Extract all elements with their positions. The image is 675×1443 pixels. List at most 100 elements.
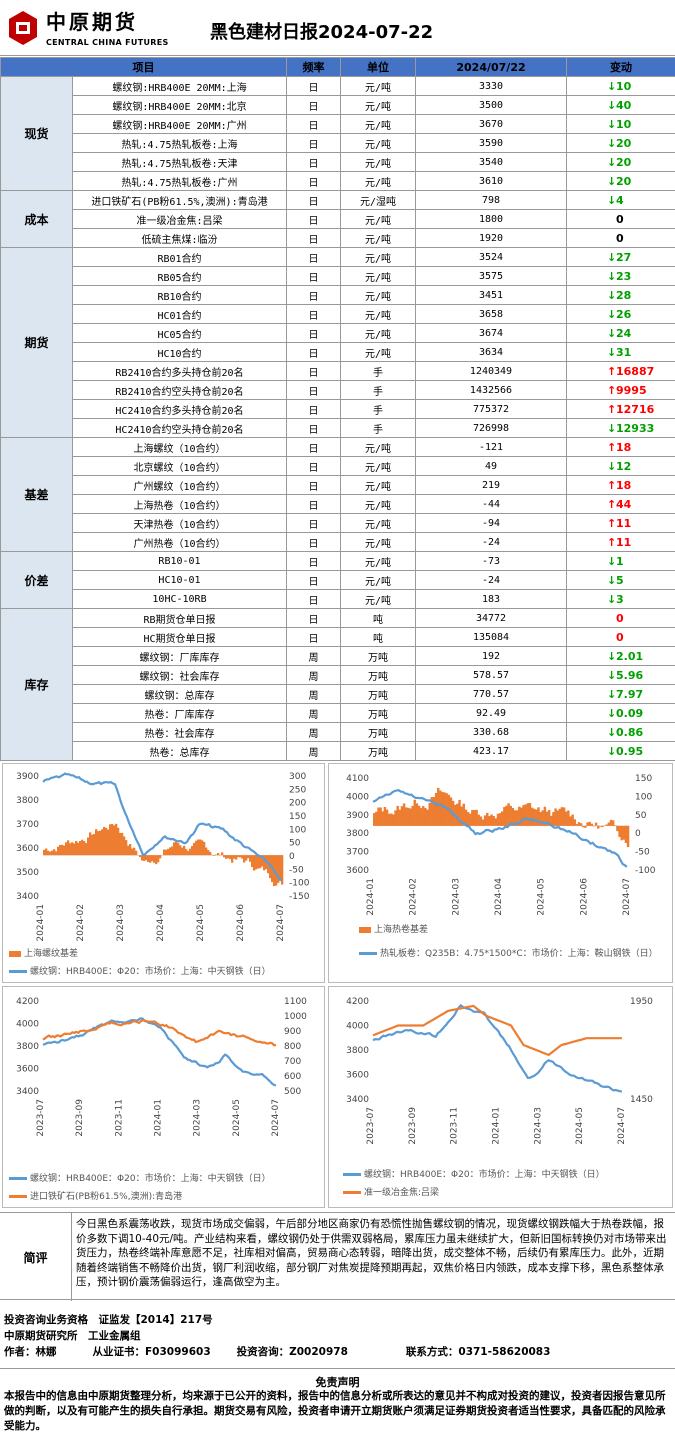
review-text: 今日黑色系震荡收跌，现货市场成交偏弱，午后部分地区商家仍有恐慌性抛售螺纹钢的情况…: [76, 1218, 667, 1288]
basis-bar: [441, 792, 444, 826]
y-tick-label-right: 50: [635, 811, 647, 821]
basis-bar: [579, 823, 583, 826]
basis-bar: [91, 834, 94, 856]
item-cell: HC2410合约多头持仓前20名: [72, 399, 287, 419]
basis-bar: [437, 787, 440, 826]
y-tick-label-left: 3600: [16, 1065, 39, 1075]
table-body: 现货 螺纹钢:HRB400E 20MM:上海日元/吨 3330 ↓10 螺纹钢:HRB4…: [0, 76, 675, 761]
basis-bar: [171, 846, 174, 856]
item-cell: 螺纹钢：社会库存: [72, 665, 287, 685]
unit-cell: 元/吨: [340, 323, 416, 343]
basis-bar: [125, 840, 128, 856]
basis-bar: [63, 845, 66, 856]
value-cell: 726998: [415, 418, 567, 438]
freq-cell: 日: [286, 228, 341, 248]
item-cell: RB2410合约空头持仓前20名: [72, 380, 287, 400]
basis-bar: [55, 851, 58, 856]
change-cell: ↓5.96: [566, 665, 675, 685]
basis-bar: [129, 844, 132, 856]
basis-bar: [434, 792, 438, 826]
basis-bar: [501, 811, 504, 826]
table-row: HC05合约日元/吨 3674 ↓24: [1, 323, 675, 343]
change-cell: ↓1: [566, 551, 675, 571]
y-tick-label-right: 800: [284, 1042, 301, 1052]
change-cell: ↓31: [566, 342, 675, 362]
table-row: HC2410合约空头持仓前20名日手 726998 ↓12933: [1, 418, 675, 438]
basis-bar: [275, 855, 278, 886]
arrow-down-icon: ↓: [607, 326, 617, 340]
y-tick-label-right: 150: [289, 812, 306, 822]
basis-bar: [229, 855, 232, 860]
legend-item: 上海热卷基差: [359, 924, 428, 936]
basis-bar: [396, 805, 399, 826]
freq-cell: 日: [286, 247, 341, 267]
basis-bar: [471, 809, 474, 826]
col-header-date: 2024/07/22: [415, 57, 567, 77]
value-cell: 3634: [415, 342, 567, 362]
basis-bar: [594, 822, 598, 826]
item-cell: 广州螺纹（10合约）: [72, 475, 287, 495]
basis-bar: [554, 808, 557, 826]
basis-bar: [135, 850, 138, 856]
item-cell: 天津热卷（10合约）: [72, 513, 287, 533]
category-cell: 现货: [0, 76, 73, 191]
legend-item: 热轧板卷：Q235B：4.75*1500*C：市场价：上海：鞍山钢铁（日）: [359, 948, 659, 960]
change-value: 31: [616, 345, 632, 359]
item-cell: RB2410合约多头持仓前20名: [72, 361, 287, 381]
unit-cell: 元/吨: [340, 551, 416, 571]
table-row: HC01合约日元/吨 3658 ↓26: [1, 304, 675, 324]
basis-bar: [424, 808, 427, 826]
series-line-1: [42, 772, 282, 882]
freq-cell: 日: [286, 570, 341, 590]
y-tick-label-right: -150: [289, 892, 310, 902]
legend-item: 螺纹钢：HRB400E：Φ20：市场价：上海：中天钢铁（日）: [9, 966, 271, 978]
freq-cell: 日: [286, 456, 341, 476]
basis-bar: [614, 825, 617, 826]
basis-bar: [183, 845, 186, 856]
arrow-up-icon: ↑: [607, 497, 617, 511]
basis-bar: [141, 855, 144, 861]
change-value: 12: [616, 459, 632, 473]
series-line-2: [42, 1018, 277, 1047]
basis-bar: [505, 805, 508, 826]
arrow-down-icon: ↓: [607, 649, 617, 663]
basis-bar: [409, 808, 412, 826]
basis-bar: [49, 851, 52, 856]
freq-cell: 日: [286, 171, 341, 191]
basis-bar: [51, 850, 54, 856]
col-header-freq: 频率: [286, 57, 341, 77]
basis-bar: [503, 806, 506, 826]
item-cell: 10HC-10RB: [72, 589, 287, 609]
y-tick-label-right: 250: [289, 785, 306, 795]
table-row: 现货 螺纹钢:HRB400E 20MM:上海日元/吨 3330 ↓10: [0, 76, 675, 191]
y-tick-label-right: 1000: [284, 1012, 307, 1022]
table-row: 10HC-10RB 日元/吨 183 ↓3: [1, 589, 675, 609]
basis-bar: [458, 799, 461, 826]
basis-bar: [221, 852, 224, 856]
basis-bar: [225, 855, 228, 859]
table-row: 准一级冶金焦:吕梁日元/吨 1800 0: [1, 209, 675, 229]
basis-bar: [426, 809, 429, 826]
y-tick-label-right: -100: [635, 866, 656, 876]
basis-bar: [507, 803, 510, 826]
freq-cell: 日: [286, 437, 341, 457]
contact-label: 联系方式：: [405, 1346, 459, 1358]
arrow-down-icon: ↓: [607, 79, 617, 93]
basis-bar: [189, 848, 192, 856]
value-cell: 3524: [415, 247, 567, 267]
basis-bar: [439, 790, 442, 826]
freq-cell: 周: [286, 684, 341, 704]
basis-bar: [556, 810, 559, 826]
basis-bar: [456, 803, 459, 826]
y-tick-label-right: 1100: [284, 997, 307, 1007]
basis-bar: [562, 807, 566, 826]
basis-bar: [552, 812, 555, 826]
change-cell: ↓20: [566, 133, 675, 153]
basis-bar: [385, 809, 389, 826]
item-cell: 热卷：厂库库存: [72, 703, 287, 723]
col-header-item: 项目: [0, 57, 287, 77]
change-value: 0: [616, 611, 624, 625]
change-value: 27: [616, 250, 632, 264]
value-cell: 770.57: [415, 684, 567, 704]
change-value: 12933: [616, 421, 655, 435]
